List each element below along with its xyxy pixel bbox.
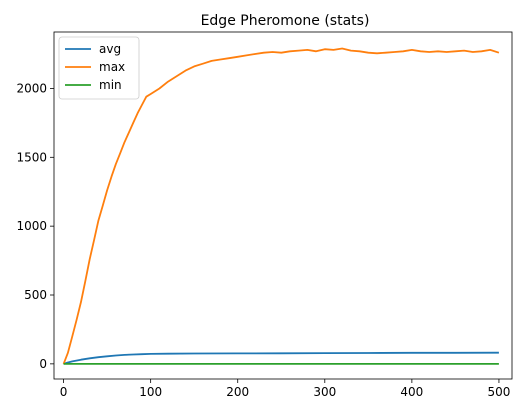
legend: avg max min	[58, 36, 140, 100]
legend-box	[58, 36, 140, 100]
legend-label-min: min	[99, 78, 122, 92]
x-tick-label: 0	[60, 385, 68, 399]
y-tick-label: 500	[24, 288, 47, 302]
legend-label-max: max	[99, 60, 125, 74]
y-tick-label: 2000	[16, 81, 47, 95]
series-lines	[62, 47, 500, 365]
y-tick-label: 1500	[16, 150, 47, 164]
x-axis: 0 100 200 300 400 500	[60, 379, 510, 399]
x-tick-label: 300	[313, 385, 336, 399]
legend-label-avg: avg	[99, 42, 121, 56]
y-tick-label: 0	[39, 357, 47, 371]
x-tick-label: 400	[400, 385, 423, 399]
series-line-max	[62, 47, 500, 365]
y-axis: 0 500 1000 1500 2000	[16, 81, 54, 371]
x-tick-label: 500	[487, 385, 510, 399]
x-tick-label: 200	[226, 385, 249, 399]
chart-title: Edge Pheromone (stats)	[201, 13, 370, 29]
series-line-avg	[63, 351, 499, 365]
y-tick-label: 1000	[16, 219, 47, 233]
x-tick-label: 100	[139, 385, 162, 399]
